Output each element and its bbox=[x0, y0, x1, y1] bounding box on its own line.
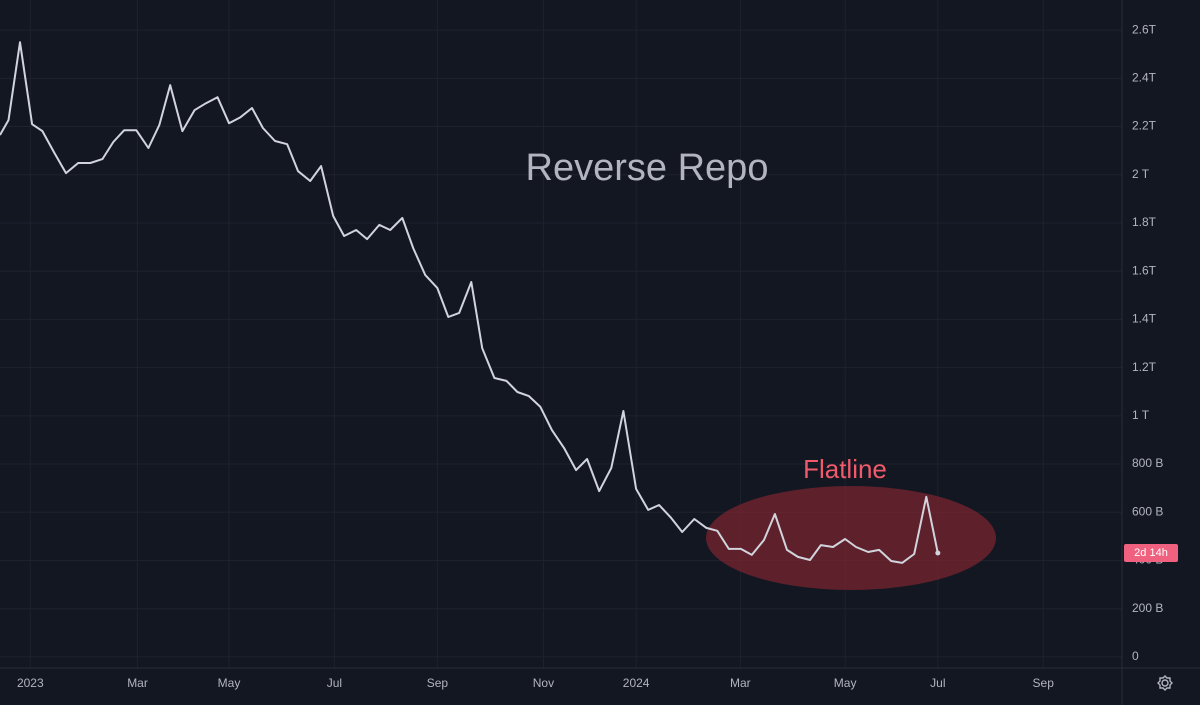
x-tick-label: 2023 bbox=[17, 676, 44, 690]
settings-icon[interactable] bbox=[1157, 675, 1173, 691]
x-tick-label: Jul bbox=[930, 676, 945, 690]
x-tick-label: 2024 bbox=[623, 676, 650, 690]
highlight-ellipse bbox=[706, 486, 996, 590]
y-tick-label: 2.2T bbox=[1132, 119, 1157, 133]
x-tick-label: Sep bbox=[1033, 676, 1055, 690]
x-tick-label: Jul bbox=[327, 676, 342, 690]
x-tick-label: May bbox=[834, 676, 857, 690]
y-tick-label: 1 T bbox=[1132, 408, 1150, 422]
y-tick-label: 2 T bbox=[1132, 167, 1150, 181]
x-tick-label: Sep bbox=[427, 676, 449, 690]
y-tick-label: 1.4T bbox=[1132, 312, 1157, 326]
settings-icon-gear bbox=[1157, 675, 1173, 691]
chart-title: Reverse Repo bbox=[526, 147, 769, 189]
x-tick-label: Nov bbox=[533, 676, 554, 690]
y-tick-label: 800 B bbox=[1132, 456, 1163, 470]
last-point bbox=[935, 550, 941, 556]
settings-icon-center bbox=[1161, 679, 1169, 687]
y-tick-label: 2.4T bbox=[1132, 71, 1157, 85]
x-tick-label: Mar bbox=[730, 676, 751, 690]
y-tick-label: 1.6T bbox=[1132, 263, 1157, 277]
countdown-label: 2d 14h bbox=[1134, 547, 1168, 559]
series bbox=[0, 41, 941, 564]
countdown-tag bbox=[1124, 544, 1178, 563]
y-tick-label: 600 B bbox=[1132, 504, 1163, 518]
line bbox=[0, 41, 939, 564]
y-tick-label: 1.8T bbox=[1132, 215, 1157, 229]
y-tick-label: 2.6T bbox=[1132, 22, 1157, 36]
y-tick-label: 1.2T bbox=[1132, 360, 1157, 374]
x-tick-label: Mar bbox=[127, 676, 148, 690]
y-tick-label: 200 B bbox=[1132, 601, 1163, 615]
annotation: Flatline bbox=[803, 454, 887, 484]
x-tick-label: May bbox=[218, 676, 241, 690]
y-tick-label: 0 bbox=[1132, 649, 1139, 663]
